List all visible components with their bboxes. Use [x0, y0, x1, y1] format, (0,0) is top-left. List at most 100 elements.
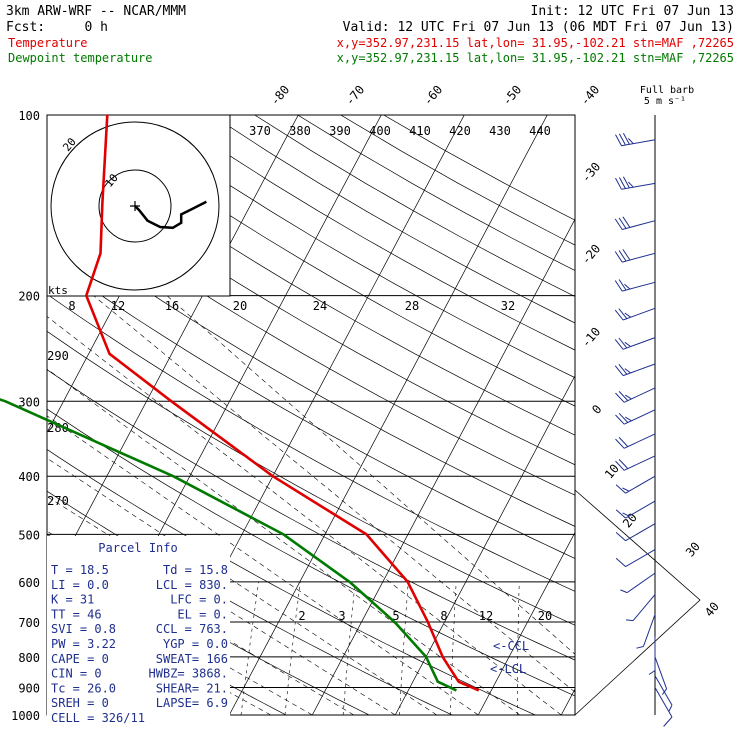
wind-barb [615, 475, 656, 494]
wind-barb [615, 132, 656, 147]
moist-adiabat-line [47, 562, 313, 715]
wind-barb [615, 409, 656, 425]
pressure-tick-label: 900 [18, 682, 40, 696]
theta-tick-label: 380 [289, 124, 311, 138]
barb-panel-edge [574, 489, 701, 716]
mixing-ratio-tick-label: 28 [405, 299, 419, 313]
mixing-ratio-line [342, 581, 356, 715]
fcst-label: Fcst: [6, 20, 45, 35]
wind-barb [625, 594, 656, 622]
isotherm-tick-label: -60 [421, 83, 446, 109]
hodograph-trace [134, 200, 207, 230]
lcl-annotation: <-LCL [490, 662, 526, 676]
parcel-info-right-value: Td = 15.8 [163, 563, 228, 577]
isotherm-line [311, 218, 575, 715]
thetae-tick-label: 280 [47, 421, 69, 435]
plot-frame [46, 114, 576, 716]
parcel-info-right-value: LFC = 0. [170, 593, 228, 607]
isotherm-tick-label: 30 [683, 539, 703, 559]
parcel-info-right-value: LCL = 830. [156, 578, 228, 592]
fcst-value: 0 h [85, 20, 108, 35]
pressure-tick-label: 600 [18, 576, 40, 590]
moist-adiabat-line [47, 530, 354, 715]
mixing-ratio-low-tick-label: 8 [440, 609, 447, 623]
pressure-tick-label: 1000 [11, 709, 40, 723]
dry-adiabat-line [47, 257, 575, 559]
moist-adiabat-line [166, 295, 575, 655]
model-title: 3km ARW-WRF -- NCAR/MMM [6, 4, 186, 19]
hodograph-ring-inner [98, 169, 172, 243]
mixing-ratio-low-tick-label: 3 [338, 609, 345, 623]
theta-tick-label: 370 [249, 124, 271, 138]
mixing-ratio-low-tick-label: 12 [479, 609, 493, 623]
valid-time: Valid: 12 UTC Fri 07 Jun 13 (06 MDT Fri … [343, 20, 734, 35]
mixing-ratio-tick-label: 12 [111, 299, 125, 313]
isotherm-line [228, 115, 548, 715]
mixing-ratio-tick-label: 24 [313, 299, 327, 313]
isotherm-tick-label: -20 [579, 242, 604, 268]
isotherm-tick-label: 0 [589, 402, 604, 417]
thetae-tick-label: 290 [47, 349, 69, 363]
isotherm-line [47, 115, 299, 590]
dewpoint-profile-line [0, 398, 457, 692]
wind-barb [620, 572, 656, 594]
wind-barb [615, 455, 656, 471]
wind-barb [614, 363, 656, 377]
wind-barb [615, 549, 656, 568]
isotherm-tick-label: 40 [702, 599, 722, 619]
parcel-info-left-value: PW = 3.22 [51, 637, 116, 651]
wind-barb [615, 433, 656, 449]
temperature-profile-line [85, 114, 480, 692]
dry-adiabat-line [47, 293, 575, 592]
pressure-tick-label: 200 [18, 290, 40, 304]
parcel-info-right-value: CCL = 763. [156, 622, 228, 636]
wind-barb [615, 500, 656, 519]
legend-temperature: Temperature [8, 36, 87, 50]
wind-barb [654, 687, 673, 727]
theta-tick-label: 390 [329, 124, 351, 138]
dry-adiabat-line [383, 115, 575, 221]
mixing-ratio-line [240, 581, 259, 715]
barb-key-value: 5 m s⁻¹ [644, 96, 686, 107]
parcel-info-left-value: CIN = 0 [51, 667, 102, 681]
dry-adiabat-line [211, 115, 575, 324]
pressure-tick-label: 300 [18, 395, 40, 409]
legend-dewpoint-location: x,y=352.97,231.15 lat,lon= 31.95,-102.21… [337, 51, 734, 65]
isotherm-line [560, 688, 575, 715]
parcel-info-left-value: TT = 46 [51, 607, 102, 621]
pressure-tick-label: 800 [18, 651, 40, 665]
wind-barb [614, 337, 656, 350]
pressure-tick-label: 400 [18, 470, 40, 484]
dry-adiabat-line [340, 115, 575, 246]
mixing-ratio-low-tick-label: 5 [392, 609, 399, 623]
mixing-ratio-line [399, 581, 409, 715]
parcel-info-right-value: HWBZ= 3868. [149, 667, 228, 681]
mixing-ratio-tick-label: 8 [68, 299, 75, 313]
parcel-info-box: Parcel Info T = 18.5 Td = 15.8 LI = 0.0 LCL… [47, 536, 230, 726]
isotherm-tick-label: -40 [578, 83, 603, 109]
parcel-info-left-value: K = 31 [51, 593, 94, 607]
mixing-ratio-low-tick-label: 2 [298, 609, 305, 623]
parcel-info-left-value: SVI = 0.8 [51, 622, 116, 636]
wind-barb [614, 216, 656, 230]
parcel-info-left-value: Tc = 26.0 [51, 681, 116, 695]
hodograph-units: kts [48, 284, 68, 297]
dry-adiabat-line [47, 330, 575, 626]
isotherm-line [394, 375, 575, 715]
parcel-info-right-value: SWEAT= 166 [156, 652, 228, 666]
hodograph: 10 20 kts [46, 114, 231, 297]
mixing-ratio-tick-label: 20 [233, 299, 247, 313]
moist-adiabat-line [47, 457, 437, 715]
theta-tick-label: 410 [409, 124, 431, 138]
wind-barb [615, 387, 656, 403]
parcel-info-right-value: LAPSE= 6.9 [156, 696, 228, 710]
wind-barb [636, 614, 656, 649]
parcel-info-left-value: SREH = 0 [51, 696, 109, 710]
legend-dewpoint: Dewpoint temperature [8, 51, 153, 65]
isotherm-tick-label: -10 [579, 325, 604, 351]
wind-barb [614, 279, 656, 292]
dry-adiabat-line [47, 408, 575, 697]
isotherm-tick-label: -30 [579, 160, 604, 186]
moist-adiabat-line [47, 415, 479, 715]
